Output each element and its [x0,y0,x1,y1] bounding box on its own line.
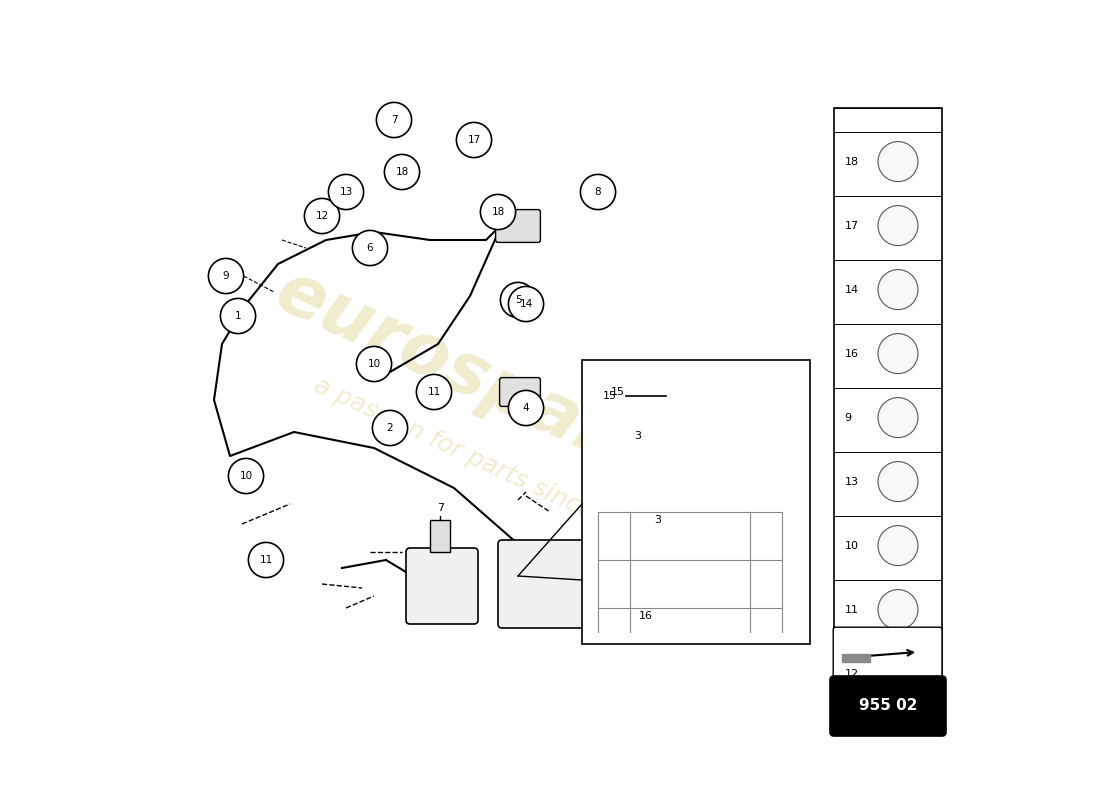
Text: 955 02: 955 02 [859,698,917,713]
Circle shape [878,334,918,374]
Circle shape [249,542,284,578]
Circle shape [581,174,616,210]
Text: 9: 9 [222,271,229,281]
Circle shape [878,462,918,502]
Circle shape [229,458,264,494]
Text: eurospares: eurospares [264,256,707,512]
Text: 4: 4 [522,403,529,413]
Text: 7: 7 [390,115,397,125]
Text: 18: 18 [492,207,505,217]
Text: 6: 6 [366,243,373,253]
Text: 11: 11 [260,555,273,565]
Text: 7: 7 [437,503,444,513]
FancyBboxPatch shape [499,378,540,406]
Text: 3: 3 [654,515,661,525]
Text: 14: 14 [519,299,532,309]
Circle shape [878,270,918,310]
Text: 18: 18 [845,157,858,166]
Circle shape [878,654,918,694]
FancyBboxPatch shape [833,627,942,678]
Polygon shape [842,654,870,662]
Circle shape [456,122,492,158]
Circle shape [220,298,255,334]
Text: 13: 13 [845,477,858,486]
Circle shape [500,282,536,318]
Circle shape [376,102,411,138]
Circle shape [305,198,340,234]
Text: 8: 8 [595,187,602,197]
Circle shape [878,142,918,182]
Circle shape [508,286,543,322]
Circle shape [329,174,364,210]
Text: 10: 10 [845,541,858,550]
Text: 16: 16 [845,349,858,358]
Bar [430,520,450,552]
Circle shape [208,258,243,294]
Text: 12: 12 [845,669,858,678]
Text: 17: 17 [845,221,858,230]
FancyBboxPatch shape [830,676,946,736]
Text: 15: 15 [603,391,616,401]
Circle shape [878,526,918,566]
Text: 15: 15 [610,387,625,397]
Text: a passion for parts since 1985: a passion for parts since 1985 [310,374,662,554]
Text: 9: 9 [845,413,851,422]
Text: 16: 16 [639,611,653,621]
Text: 11: 11 [428,387,441,397]
Circle shape [481,194,516,230]
Circle shape [373,410,408,446]
Text: 10: 10 [240,471,253,481]
Circle shape [352,230,387,266]
Text: 3: 3 [635,431,641,441]
Text: 5: 5 [515,295,521,305]
Circle shape [508,390,543,426]
Circle shape [878,206,918,246]
Circle shape [878,590,918,630]
Text: 1: 1 [234,311,241,321]
Circle shape [384,154,419,190]
Text: 17: 17 [468,135,481,145]
Text: 13: 13 [340,187,353,197]
Text: 14: 14 [845,285,858,294]
Bar [582,360,810,644]
Text: 11: 11 [845,605,858,614]
Circle shape [356,346,392,382]
FancyBboxPatch shape [496,210,540,242]
Text: 2: 2 [387,423,394,433]
Bar [834,108,942,708]
Circle shape [878,398,918,438]
Text: 18: 18 [395,167,408,177]
Circle shape [417,374,452,410]
FancyBboxPatch shape [498,540,618,628]
Text: 10: 10 [367,359,381,369]
Text: 12: 12 [316,211,329,221]
FancyBboxPatch shape [406,548,478,624]
